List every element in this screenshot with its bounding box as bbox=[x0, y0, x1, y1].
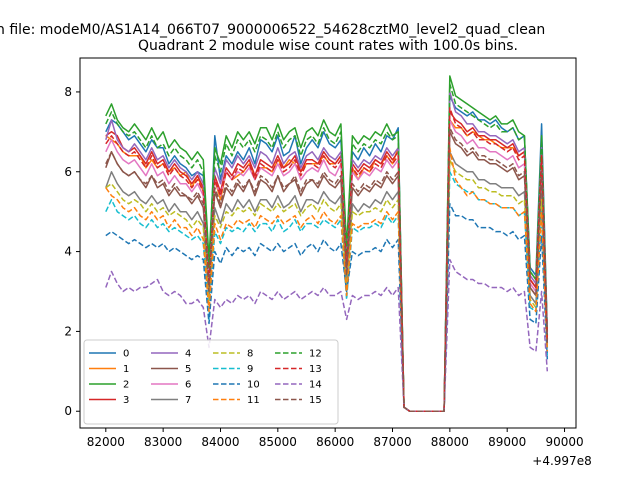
legend-label-9: 9 bbox=[247, 364, 253, 375]
series-line-4 bbox=[105, 91, 549, 412]
x-tick-label: 84000 bbox=[201, 435, 239, 449]
series-line-10 bbox=[105, 202, 549, 412]
chart-title: Quadrant 2 module wise count rates with … bbox=[138, 38, 518, 54]
series-line-7 bbox=[105, 151, 549, 412]
axes-layer: 82000 83000 84000 85000 86000 87000 88000 89000… bbox=[64, 85, 583, 449]
legend-label-1: 1 bbox=[123, 364, 129, 375]
series-line-8 bbox=[105, 159, 549, 412]
legend-label-11: 11 bbox=[247, 395, 260, 406]
series-line-14 bbox=[105, 258, 549, 412]
series-line-0 bbox=[105, 95, 549, 412]
x-tick-label: 85000 bbox=[259, 435, 297, 449]
x-offset-label: +4.997e8 bbox=[532, 454, 591, 468]
series-line-15 bbox=[105, 127, 549, 412]
series-layer bbox=[105, 75, 549, 412]
x-tick-label: 82000 bbox=[87, 435, 125, 449]
series-line-2 bbox=[105, 75, 549, 412]
y-tick-label: 2 bbox=[64, 324, 72, 338]
legend-label-7: 7 bbox=[185, 395, 191, 406]
legend-label-2: 2 bbox=[123, 380, 129, 391]
x-tick-label: 86000 bbox=[316, 435, 354, 449]
y-tick-label: 6 bbox=[64, 165, 72, 179]
legend-label-4: 4 bbox=[185, 349, 191, 360]
legend-label-15: 15 bbox=[309, 395, 322, 406]
plot-frame bbox=[79, 57, 577, 429]
series-line-1 bbox=[105, 119, 549, 412]
legend-label-10: 10 bbox=[247, 380, 260, 391]
series-line-9 bbox=[105, 171, 549, 412]
legend-label-14: 14 bbox=[309, 380, 322, 391]
series-line-6 bbox=[105, 119, 549, 412]
x-tick-label: 83000 bbox=[144, 435, 182, 449]
x-tick-label: 88000 bbox=[431, 435, 469, 449]
legend-label-6: 6 bbox=[185, 380, 191, 391]
legend-box bbox=[83, 339, 339, 425]
x-tick-label: 87000 bbox=[373, 435, 411, 449]
figure-suptitle: n file: modeM0/AS1A14_066T07_9000006522_… bbox=[0, 22, 545, 38]
x-tick-label: 90000 bbox=[545, 435, 583, 449]
series-line-3 bbox=[105, 111, 549, 412]
x-tick-label: 89000 bbox=[488, 435, 526, 449]
series-line-12 bbox=[105, 83, 549, 412]
y-tick-label: 8 bbox=[64, 85, 72, 99]
y-tick-label: 0 bbox=[64, 404, 72, 418]
legend-label-5: 5 bbox=[185, 364, 191, 375]
legend-label-0: 0 bbox=[123, 349, 129, 360]
y-tick-label: 4 bbox=[64, 245, 72, 259]
legend-label-3: 3 bbox=[123, 395, 129, 406]
series-line-11 bbox=[105, 147, 549, 412]
legend-label-8: 8 bbox=[247, 349, 253, 360]
legend-label-13: 13 bbox=[309, 364, 322, 375]
legend-label-12: 12 bbox=[309, 349, 322, 360]
series-line-5 bbox=[105, 131, 549, 412]
